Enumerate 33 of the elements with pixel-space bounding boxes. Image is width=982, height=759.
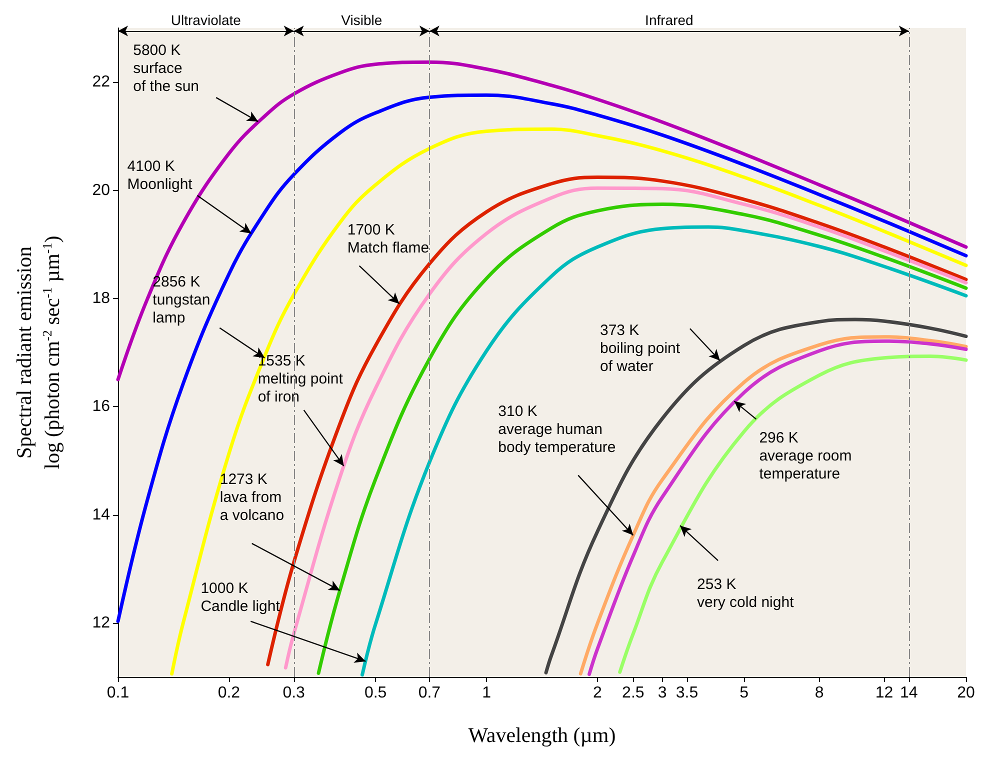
x-tick-label: 2	[593, 684, 602, 702]
x-tick-label: 1	[482, 684, 492, 702]
text: Ultraviolate	[170, 12, 242, 28]
annotation: 296 K average room temperature	[759, 430, 852, 483]
x-tick-label: 14	[900, 684, 918, 702]
text: Visible	[341, 12, 382, 28]
annotation: 1000 K Candle light	[200, 580, 281, 615]
x-tick-label: 5	[740, 684, 749, 702]
x-tick-label: 3	[658, 684, 667, 702]
annotation: 4100 K Moonlight	[127, 158, 194, 194]
annotation: 310 K average human body temperature	[498, 402, 616, 456]
y-tick-label: 20	[92, 182, 110, 199]
x-tick-label: 2.5	[622, 684, 644, 702]
annotation: 373 K boiling point of water	[600, 322, 681, 376]
annotation: 253 K very cold night	[697, 576, 795, 612]
y-tick-label: 14	[92, 506, 110, 524]
x-tick-label: 8	[814, 684, 824, 702]
text: Infrared	[645, 12, 694, 28]
x-tick-label: 0.5	[364, 684, 387, 702]
x-tick-label: 0.2	[218, 684, 240, 702]
x-tick-label: 3.5	[676, 684, 698, 702]
annotation: 1700 K Match flame	[347, 221, 430, 256]
y-tick-label: 22	[92, 74, 110, 91]
x-axis-title: Wavelength (µm)	[468, 723, 616, 747]
x-tick-label: 20	[957, 684, 975, 702]
annotation: 5800 K surface of the sun	[133, 42, 200, 96]
x-tick-label: 0.3	[282, 684, 306, 702]
y-tick-label: 18	[92, 290, 110, 307]
x-tick-label: 0.1	[106, 684, 130, 702]
y-tick-label: 12	[92, 614, 110, 632]
x-tick-label: 12	[875, 684, 894, 702]
y-tick-label: 16	[92, 398, 110, 416]
x-tick-label: 0.7	[418, 684, 441, 702]
